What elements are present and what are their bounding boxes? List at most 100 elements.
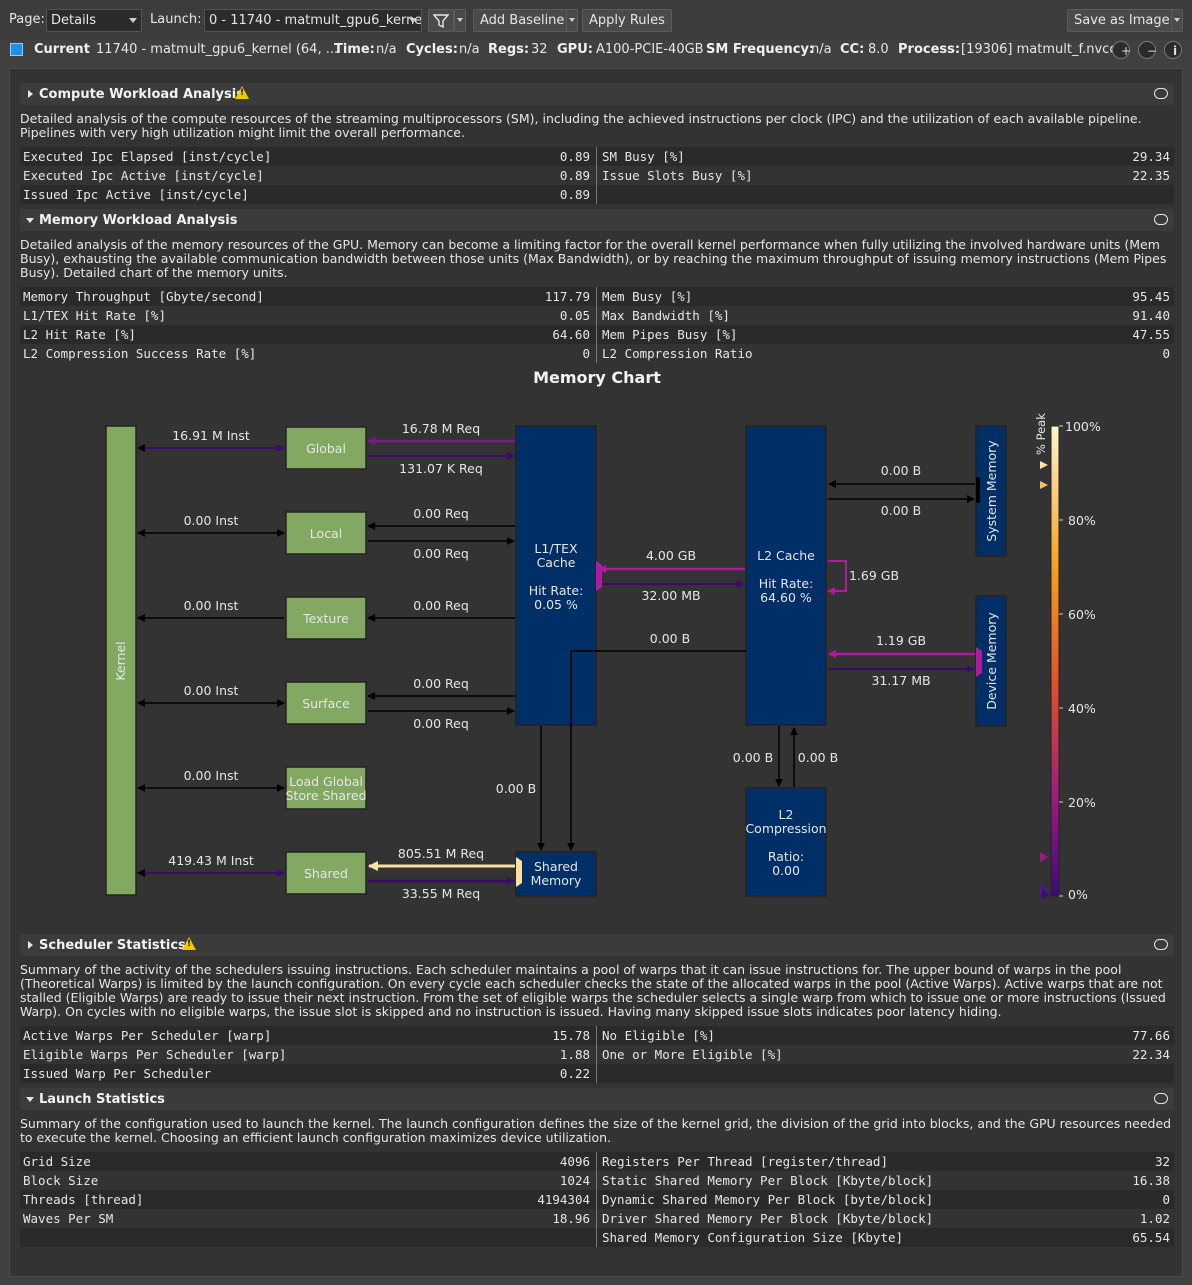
l1-label-2: Cache xyxy=(537,555,576,570)
global-block[interactable] xyxy=(285,426,367,470)
add-baseline-button[interactable]: Add Baseline xyxy=(473,9,572,32)
l2c-left-label: 0.00 B xyxy=(733,750,773,765)
section-launch-statistics[interactable]: Launch Statistics xyxy=(20,1088,1174,1110)
shared-block[interactable] xyxy=(285,851,367,895)
save-as-image-dropdown[interactable] xyxy=(1171,9,1183,32)
filter-dropdown[interactable] xyxy=(454,9,466,32)
texture-block[interactable] xyxy=(285,596,367,640)
l1-l2-bot-label: 32.00 MB xyxy=(641,588,700,603)
metric-value: 4096 xyxy=(559,1154,590,1169)
current-label: Current xyxy=(34,42,90,57)
metric-value: 0.05 xyxy=(559,308,590,323)
chevron-right-icon xyxy=(28,941,33,949)
comment-icon[interactable] xyxy=(1154,214,1168,225)
remove-result-button[interactable]: − xyxy=(1138,41,1158,59)
local-block[interactable] xyxy=(285,511,367,555)
section-title: Memory Workload Analysis xyxy=(39,213,238,228)
metric-value: 15.78 xyxy=(552,1028,590,1043)
metric-name: Issued Ipc Active [inst/cycle] xyxy=(23,187,249,202)
l1-hit-rate: 0.05 % xyxy=(534,597,578,612)
chevron-down-icon xyxy=(26,1097,34,1102)
regs-value: 32 xyxy=(531,42,548,57)
section-memory-workload[interactable]: Memory Workload Analysis xyxy=(20,209,1174,231)
metric-value: 65.54 xyxy=(1132,1230,1170,1245)
l1-tex-cache-block[interactable] xyxy=(515,425,597,726)
metric-value: 64.60 xyxy=(552,327,590,342)
dev-bot-label: 31.17 MB xyxy=(871,673,930,688)
scale-label-20: 20% xyxy=(1068,795,1096,810)
minus-icon: − xyxy=(1147,44,1158,58)
metric-value: 29.34 xyxy=(1132,149,1170,164)
page-select[interactable]: Details xyxy=(46,9,142,32)
column-divider xyxy=(596,1045,597,1064)
section-scheduler-statistics[interactable]: Scheduler Statistics xyxy=(20,934,1174,956)
load-global-store-shared-block[interactable] xyxy=(285,766,367,810)
section-title: Compute Workload Analysis xyxy=(39,87,244,102)
system-memory-block[interactable] xyxy=(975,425,1007,557)
chevron-down-icon xyxy=(1174,18,1180,22)
l2-cache-block[interactable] xyxy=(745,425,827,726)
device-memory-label: Device Memory xyxy=(984,612,999,710)
metric-name: Shared Memory Configuration Size [Kbyte] xyxy=(602,1230,904,1245)
table-row: L2 Compression Success Rate [%] 0 L2 Com… xyxy=(20,344,1174,363)
l1-l2-top-label: 4.00 GB xyxy=(646,548,696,563)
scale-marker xyxy=(1040,481,1048,489)
metric-name: Issued Warp Per Scheduler xyxy=(23,1066,212,1081)
add-result-button[interactable]: + xyxy=(1112,41,1131,59)
metric-value: 1.88 xyxy=(559,1047,590,1062)
kernel-block[interactable] xyxy=(105,425,137,896)
shared-req-bot-label: 33.55 M Req xyxy=(402,886,480,901)
metric-name: One or More Eligible [%] xyxy=(602,1047,783,1062)
metric-value: 1.02 xyxy=(1139,1211,1170,1226)
section-compute-workload[interactable]: Compute Workload Analysis xyxy=(20,83,1174,105)
table-row: Shared Memory Configuration Size [Kbyte]… xyxy=(20,1228,1174,1247)
warning-icon[interactable] xyxy=(182,937,196,950)
cc-label: CC: xyxy=(840,42,865,57)
filter-button[interactable] xyxy=(428,9,454,32)
shared-memory-label-1: Shared xyxy=(534,859,578,874)
l2-label-2: Hit Rate: xyxy=(759,576,814,591)
surface-block[interactable] xyxy=(285,681,367,725)
current-color-swatch[interactable] xyxy=(10,43,23,56)
metric-value: 32 xyxy=(1154,1154,1170,1169)
time-value: n/a xyxy=(376,42,397,57)
chevron-right-icon xyxy=(28,90,33,98)
l2c-label-1: L2 xyxy=(779,807,794,822)
metric-name: L2 Hit Rate [%] xyxy=(23,327,136,342)
column-divider xyxy=(596,1209,597,1228)
metric-name: Threads [thread] xyxy=(23,1192,144,1207)
metric-name: L2 Compression Success Rate [%] xyxy=(23,346,257,361)
table-row: Issued Warp Per Scheduler 0.22 xyxy=(20,1064,1174,1083)
comment-icon[interactable] xyxy=(1154,88,1168,99)
metric-value: 0.22 xyxy=(559,1066,590,1081)
table-row: Executed Ipc Active [inst/cycle] 0.89 Is… xyxy=(20,166,1174,185)
shared-memory-block[interactable] xyxy=(515,851,597,897)
chevron-down-icon xyxy=(569,18,575,22)
launch-select[interactable]: 0 - 11740 - matmult_gpu6_kerne xyxy=(204,9,422,32)
comment-icon[interactable] xyxy=(1154,939,1168,950)
kernel-label: Kernel xyxy=(113,641,128,680)
metric-name: Block Size xyxy=(23,1173,99,1188)
apply-rules-button[interactable]: Apply Rules xyxy=(582,9,672,32)
warning-icon[interactable] xyxy=(235,86,249,99)
save-as-image-button[interactable]: Save as Image xyxy=(1067,9,1177,32)
metric-name: Max Bandwidth [%] xyxy=(602,308,730,323)
comment-icon[interactable] xyxy=(1154,1093,1168,1104)
metric-name: Executed Ipc Elapsed [inst/cycle] xyxy=(23,149,272,164)
process-label: Process: xyxy=(898,42,961,57)
sysmem-port-indicator xyxy=(976,477,980,503)
surface-req-top-label: 0.00 Req xyxy=(413,676,469,691)
utilization-scale-bar xyxy=(1050,425,1060,897)
sm-frequency-label: SM Frequency: xyxy=(706,42,815,57)
l1-label-1: L1/TEX xyxy=(534,541,578,556)
table-row: Issued Ipc Active [inst/cycle] 0.89 xyxy=(20,185,1174,204)
info-button[interactable]: i xyxy=(1164,41,1182,59)
metric-value: 1024 xyxy=(559,1173,590,1188)
current-value[interactable]: 11740 - matmult_gpu6_kernel (64, ... xyxy=(96,42,339,57)
memory-chart-title: Memory Chart xyxy=(533,368,661,387)
scale-label-60: 60% xyxy=(1068,607,1096,622)
add-baseline-dropdown[interactable] xyxy=(566,9,578,32)
l2-compression-block[interactable] xyxy=(745,787,827,897)
l2-to-shared-memory-arrow xyxy=(567,650,746,851)
section-title: Scheduler Statistics xyxy=(39,938,186,953)
